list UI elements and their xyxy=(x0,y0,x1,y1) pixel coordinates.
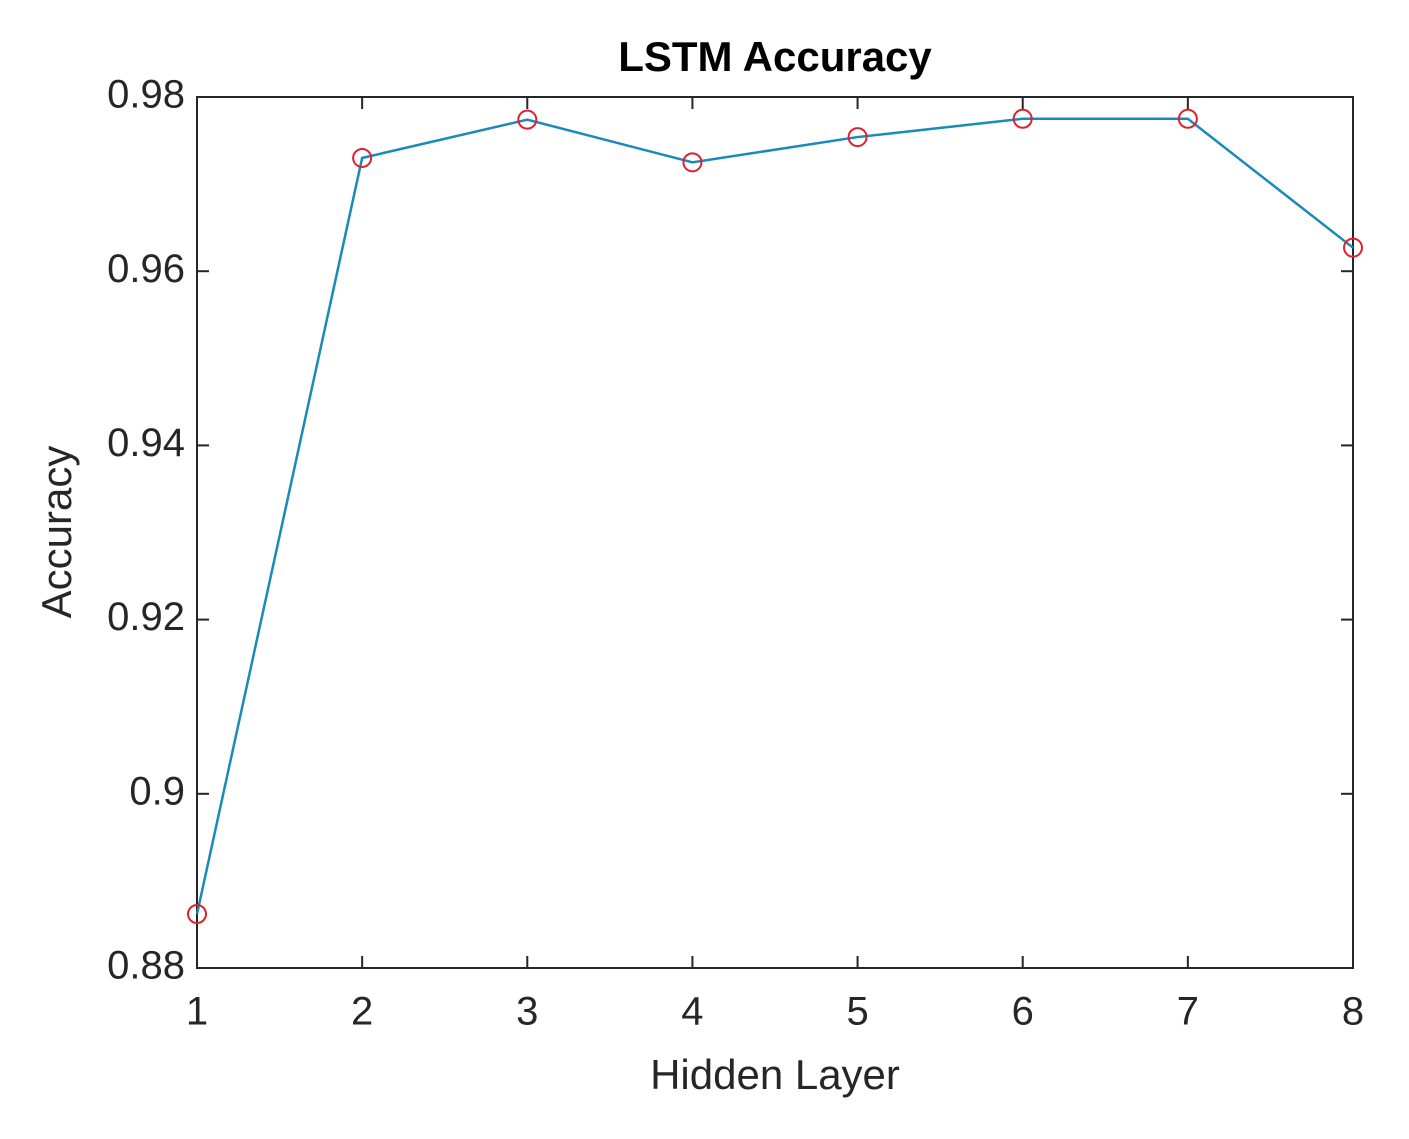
data-point xyxy=(847,127,868,148)
y-tick-label: 0.88 xyxy=(107,944,185,988)
data-point xyxy=(187,903,207,924)
y-tick-label: 0.96 xyxy=(107,247,185,291)
data-point xyxy=(1177,108,1198,129)
x-tick-label: 7 xyxy=(1177,990,1199,1034)
x-tick-label: 1 xyxy=(186,990,208,1034)
data-line xyxy=(195,117,1354,915)
y-tick-label: 0.92 xyxy=(107,595,185,639)
y-tick-label: 0.9 xyxy=(129,769,185,813)
x-tick-label: 5 xyxy=(846,990,868,1034)
data-point xyxy=(1012,108,1033,129)
data-point xyxy=(517,109,538,130)
data-point xyxy=(682,152,703,173)
data-point xyxy=(352,147,373,168)
y-tick-label: 0.94 xyxy=(107,421,185,465)
data-point xyxy=(1343,237,1363,258)
plot-frame xyxy=(196,96,1354,969)
x-axis-label: Hidden Layer xyxy=(650,1051,900,1098)
y-tick-label: 0.98 xyxy=(107,73,185,117)
chart-title: LSTM Accuracy xyxy=(618,33,932,80)
y-axis-label: Accuracy xyxy=(33,446,80,619)
x-tick-label: 3 xyxy=(516,990,538,1034)
x-tick-label: 2 xyxy=(351,990,373,1034)
x-tick-label: 4 xyxy=(681,990,703,1034)
x-tick-label: 8 xyxy=(1342,990,1364,1034)
x-tick-label: 6 xyxy=(1012,990,1034,1034)
